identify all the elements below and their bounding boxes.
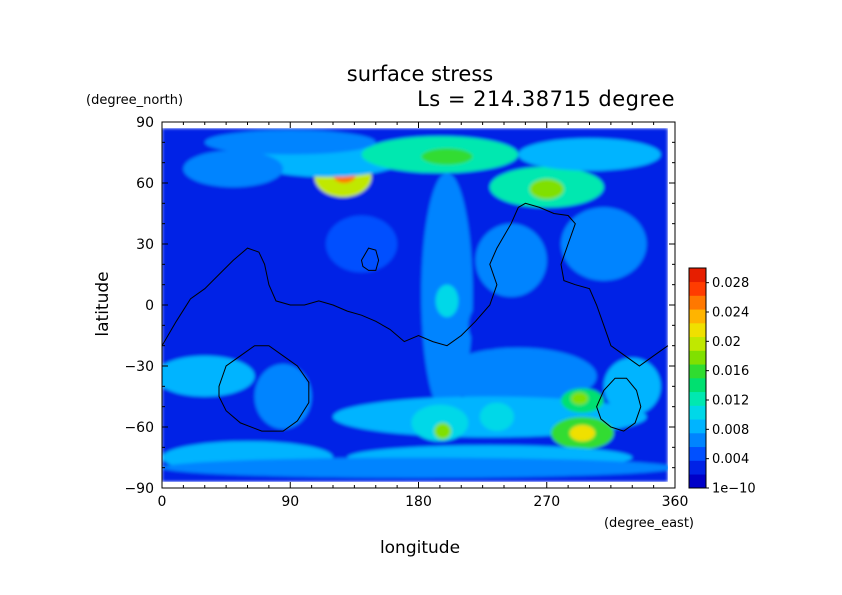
stress-feature (261, 294, 291, 336)
y-tick-label: −90 (124, 481, 154, 497)
x-tick-label: 270 (533, 494, 560, 510)
colorbar-band (689, 433, 706, 448)
chart-subtitle: Ls = 214.38715 degree (417, 87, 675, 111)
colorbar-label: 0.004 (712, 452, 749, 467)
y-tick-label: 60 (136, 176, 154, 192)
x-axis-label: longitude (380, 538, 460, 558)
chart-title: surface stress (347, 62, 493, 86)
colorbar-label: 0.024 (712, 306, 749, 321)
stress-feature (518, 138, 661, 171)
stress-feature (569, 424, 596, 442)
stress-feature (561, 207, 647, 281)
x-tick-label: 90 (281, 494, 299, 510)
plot-area: 0 90 180 270 360 90 60 30 0 −30 −60 −90 (124, 115, 688, 510)
argyre-contour (596, 377, 642, 432)
x-tick-label: 360 (662, 494, 689, 510)
colorbar-band (689, 460, 706, 475)
dichotomy-line (161, 202, 669, 367)
colorbar-band (689, 336, 706, 351)
colorbar: 1e−10 0.004 0.008 0.012 0.016 0.02 0.024 0.028 (688, 267, 756, 497)
y-axis: 90 60 30 0 −30 −60 −90 (124, 115, 675, 497)
y-tick-label: −30 (124, 359, 154, 375)
colorbar-band (689, 419, 706, 434)
stress-feature (468, 300, 512, 350)
x-tick-label: 180 (405, 494, 432, 510)
colorbar-band (689, 446, 706, 461)
stress-feature (183, 150, 284, 188)
stress-feature (421, 148, 473, 165)
small-contour (360, 247, 380, 271)
x-axis: 0 90 180 270 360 (158, 122, 689, 510)
topography-contours (161, 202, 669, 432)
stress-feature (204, 130, 376, 155)
hellas-contour (218, 345, 310, 432)
colorbar-band (689, 391, 706, 406)
stress-feature (479, 402, 514, 432)
colorbar-band (689, 281, 706, 296)
colorbar-label: 1e−10 (712, 482, 756, 497)
y-tick-label: 30 (136, 237, 154, 253)
colorbar-band (689, 295, 706, 310)
colorbar-band (689, 364, 706, 379)
y-axis-label: latitude (93, 271, 113, 336)
y-tick-label: 0 (145, 298, 154, 314)
y-tick-label: 90 (136, 115, 154, 131)
colorbar-band (689, 309, 706, 324)
colorbar-label: 0.02 (712, 335, 741, 350)
y-tick-label: −60 (124, 420, 154, 436)
x-unit-label: (degree_east) (604, 516, 694, 531)
colorbar-band (689, 268, 706, 283)
colorbar-band (689, 323, 706, 338)
stress-feature (439, 347, 597, 405)
stress-feature (325, 215, 398, 273)
stress-feature (570, 392, 589, 405)
x-tick-label: 0 (158, 494, 167, 510)
y-unit-label: (degree_north) (86, 93, 183, 108)
colorbar-label: 0.012 (712, 394, 749, 409)
colorbar-band (689, 405, 706, 420)
stress-field (162, 128, 668, 482)
stress-feature (435, 284, 459, 318)
stress-feature (475, 223, 547, 297)
colorbar-label: 0.008 (712, 423, 749, 438)
stress-feature (162, 355, 255, 397)
colorbar-label: 0.016 (712, 364, 749, 379)
stress-feature (603, 357, 661, 415)
colorbar-band (689, 378, 706, 393)
stress-feature (411, 404, 469, 442)
colorbar-band (689, 474, 706, 489)
colorbar-frame (688, 267, 707, 489)
colorbar-band (689, 350, 706, 365)
stress-feature (162, 457, 668, 478)
colorbar-label: 0.028 (712, 276, 749, 291)
stress-feature (254, 363, 312, 430)
stress-feature (434, 422, 452, 440)
stress-feature (529, 178, 564, 200)
